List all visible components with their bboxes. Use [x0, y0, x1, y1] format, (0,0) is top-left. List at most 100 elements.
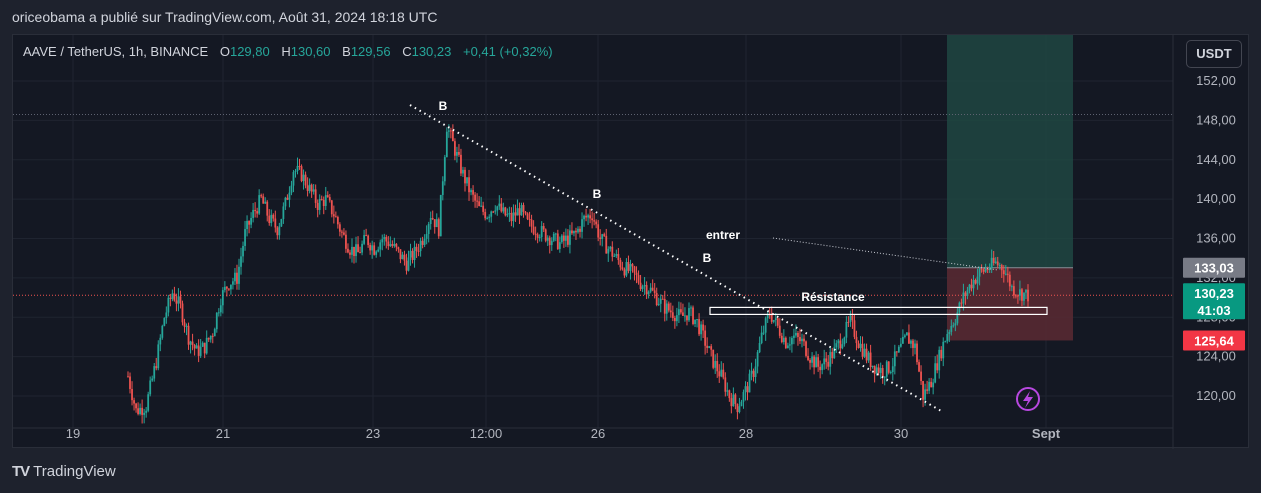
- candle-body: [780, 335, 783, 343]
- candle-body: [906, 332, 908, 336]
- candle-body: [734, 394, 737, 404]
- candle-body: [127, 376, 129, 378]
- candle-body: [819, 366, 822, 371]
- candle-body: [219, 305, 222, 313]
- candle-body: [381, 239, 384, 243]
- candle-body: [801, 338, 803, 342]
- resistance-box[interactable]: [709, 306, 1048, 316]
- candle-body: [980, 268, 983, 270]
- downtrend-line[interactable]: [409, 104, 944, 413]
- candle-body: [607, 248, 610, 254]
- candle-body: [234, 272, 236, 282]
- candle-body: [637, 275, 640, 283]
- candle-body: [322, 199, 325, 207]
- candle-body: [657, 303, 660, 305]
- candle-body: [155, 366, 158, 369]
- y-tick-label: 152,00: [1196, 73, 1236, 88]
- candle-body: [391, 244, 394, 246]
- candle-body: [996, 261, 999, 266]
- candle-body: [282, 206, 285, 220]
- footer-branding[interactable]: TV TradingView: [12, 458, 116, 484]
- symbol-label[interactable]: AAVE / TetherUS, 1h, BINANCE: [23, 44, 209, 59]
- candle-body: [345, 234, 347, 249]
- candle-body: [349, 252, 351, 255]
- entry-guide-line[interactable]: [772, 237, 999, 271]
- candle-body: [292, 172, 295, 186]
- candle-body: [195, 345, 198, 349]
- candle-body: [936, 363, 939, 371]
- profit-zone[interactable]: [947, 35, 1073, 268]
- candle-body: [645, 285, 648, 295]
- candle-body: [829, 351, 832, 367]
- candle-body: [675, 315, 678, 322]
- candle-body: [510, 213, 513, 222]
- chart-area[interactable]: BBBentrerRésistance120,00124,00128,00132…: [12, 34, 1250, 449]
- candle-body: [302, 174, 305, 182]
- x-tick-label: 21: [216, 426, 230, 441]
- candle-body: [881, 367, 884, 378]
- candle-body: [956, 312, 959, 324]
- candle-body: [883, 376, 886, 378]
- candle-body: [389, 244, 392, 247]
- candle-body: [145, 410, 148, 413]
- candle-body: [213, 329, 216, 337]
- candle-body: [478, 201, 481, 207]
- candle-body: [532, 226, 535, 234]
- price-chart[interactable]: BBBentrerRésistance120,00124,00128,00132…: [13, 35, 1250, 449]
- candle-body: [189, 341, 192, 345]
- candle-body: [908, 332, 910, 344]
- candle-body: [179, 296, 182, 304]
- candle-body: [456, 151, 458, 156]
- open-value: 129,80: [229, 44, 270, 59]
- candle-body: [583, 215, 585, 220]
- candle-body: [530, 219, 533, 227]
- candle-body: [784, 337, 787, 349]
- candle-body: [1019, 289, 1021, 296]
- candle-body: [187, 325, 190, 345]
- candle-body: [569, 230, 571, 245]
- candle-body: [671, 312, 674, 319]
- candle-body: [855, 336, 858, 344]
- candle-body: [405, 260, 408, 271]
- candle-body: [441, 181, 444, 195]
- candle-body: [752, 370, 755, 378]
- candle-body: [135, 403, 137, 409]
- candle-body: [690, 307, 692, 309]
- candle-body: [207, 337, 210, 340]
- candle-body: [494, 210, 497, 212]
- ohlc-legend: AAVE / TetherUS, 1h, BINANCE O129,80 H13…: [23, 44, 553, 59]
- lightning-icon[interactable]: [1016, 387, 1040, 411]
- candle-body: [647, 291, 650, 295]
- candle-body: [558, 242, 561, 249]
- candle-body: [877, 367, 880, 373]
- candle-body: [992, 257, 995, 263]
- candle-body: [185, 325, 188, 327]
- candle-body: [139, 407, 142, 414]
- annotation-b: B: [593, 187, 602, 201]
- candle-body: [227, 288, 230, 290]
- candle-body: [351, 246, 353, 255]
- candle-body: [163, 318, 166, 326]
- candle-body: [609, 246, 612, 249]
- candle-body: [694, 319, 696, 325]
- candle-body: [764, 318, 767, 333]
- x-tick-label: 30: [894, 426, 908, 441]
- candle-body: [458, 151, 460, 155]
- candle-body: [718, 371, 721, 377]
- candle-body: [427, 224, 430, 235]
- candle-body: [411, 250, 414, 260]
- candle-body: [264, 201, 267, 204]
- currency-button[interactable]: USDT: [1186, 40, 1242, 68]
- candle-body: [341, 231, 343, 233]
- candle-body: [797, 332, 799, 338]
- candle-body: [286, 197, 289, 200]
- candle-body: [809, 359, 811, 363]
- candle-body: [367, 235, 370, 245]
- candle-body: [680, 309, 682, 313]
- candle-body: [665, 303, 668, 314]
- candle-body: [912, 340, 914, 348]
- candle-body: [673, 318, 676, 322]
- candle-body: [575, 230, 577, 233]
- candle-body: [401, 254, 404, 260]
- candle-body: [496, 206, 499, 211]
